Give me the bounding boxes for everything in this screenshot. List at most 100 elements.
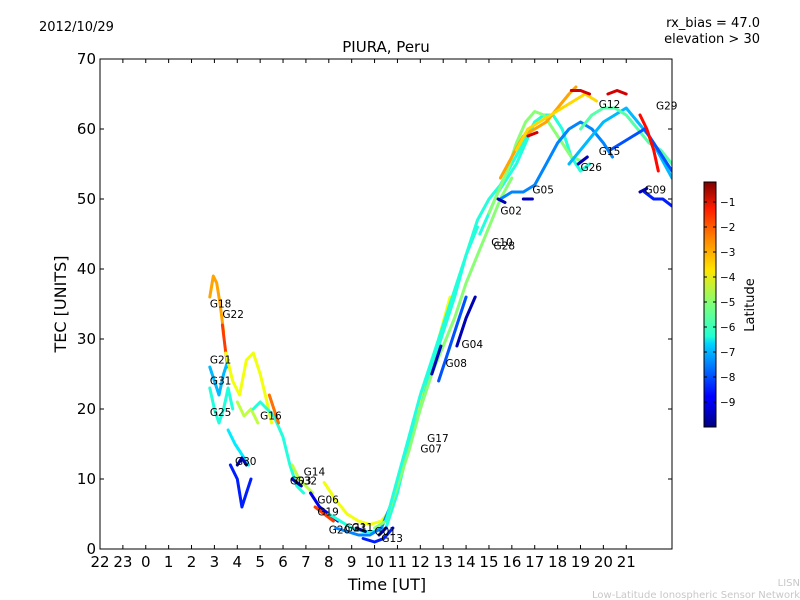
- tec-track-23: [437, 295, 468, 383]
- x-axis-ticks: 22 23 0 1 2 3 4 5 6 7 8 9 10 11 12 13 14 15 16 17 18 19 20 21: [90, 59, 636, 571]
- tec-track-21: [373, 176, 514, 530]
- satellite-label: G14: [304, 467, 326, 479]
- colorbar-tick-label: −4: [720, 272, 736, 284]
- satellite-label: G31: [210, 376, 232, 388]
- plot-frame: [99, 58, 673, 550]
- x-tick-label: 5: [255, 553, 265, 571]
- tec-track-9: [228, 463, 253, 509]
- x-tick-label: 11: [388, 553, 407, 571]
- elevation-label: elevation > 30: [664, 32, 760, 47]
- x-tick-label: 4: [233, 553, 243, 571]
- satellite-label: G03: [290, 476, 312, 488]
- y-tick-label: 20: [77, 400, 96, 418]
- satellite-label: G11: [352, 522, 374, 534]
- x-tick-label: 17: [525, 553, 544, 571]
- tec-track-8: [226, 428, 251, 467]
- tec-track-18: [361, 526, 395, 544]
- y-tick-label: 50: [77, 190, 96, 208]
- colorbar-tick-label: −5: [720, 297, 735, 309]
- tec-track-14: [313, 505, 335, 523]
- x-tick-label: 10: [365, 553, 384, 571]
- tec-track-7: [267, 393, 280, 425]
- y-axis-label: TEC [UNITS]: [51, 256, 70, 354]
- x-tick-label: 3: [210, 553, 220, 571]
- x-tick-label: 7: [301, 553, 311, 571]
- tec-track-37: [643, 190, 672, 208]
- satellite-label: G05: [532, 184, 554, 196]
- y-tick-label: 60: [77, 120, 96, 138]
- tec-track-25: [455, 295, 477, 348]
- satellite-label: G28: [494, 240, 516, 252]
- colorbar-tick-label: −3: [720, 247, 735, 259]
- tec-track-36: [638, 113, 660, 173]
- tec-tracks: [208, 85, 672, 544]
- tec-track-27: [487, 110, 582, 215]
- x-tick-label: 22: [90, 553, 109, 571]
- x-tick-label: 12: [411, 553, 430, 571]
- y-tick-label: 30: [77, 330, 96, 348]
- tec-track-20: [377, 526, 388, 537]
- satellite-label: G04: [462, 339, 484, 351]
- satellite-label: G20: [329, 525, 351, 537]
- tec-track-28: [498, 85, 578, 180]
- colorbar-tick-label: −1: [720, 197, 735, 209]
- x-axis-label: Time [UT]: [347, 575, 426, 594]
- satellite-label: G13: [381, 533, 403, 545]
- satellite-label: G15: [599, 146, 621, 158]
- satellite-label: G09: [645, 184, 667, 196]
- satellite-label: G10: [491, 237, 513, 249]
- tec-track-5: [235, 400, 260, 425]
- tec-track-39: [496, 197, 507, 204]
- x-tick-label: 14: [457, 553, 476, 571]
- colorbar-tick-label: −8: [720, 372, 735, 384]
- colorbar-tick-label: −9: [720, 397, 735, 409]
- y-tick-label: 70: [77, 50, 96, 68]
- tec-track-35: [608, 127, 672, 173]
- x-tick-label: 18: [548, 553, 567, 571]
- satellite-label: G12: [599, 99, 621, 111]
- satellite-label: G32: [296, 476, 318, 488]
- satellite-label: G01: [375, 526, 397, 538]
- satellite-label: G21: [210, 355, 232, 367]
- tec-track-22: [384, 120, 537, 523]
- x-tick-label: 9: [347, 553, 357, 571]
- tec-track-42: [638, 187, 649, 194]
- tec-track-12: [290, 477, 303, 488]
- tec-track-24: [430, 344, 443, 376]
- x-tick-label: 16: [502, 553, 521, 571]
- tec-track-11: [290, 463, 315, 495]
- tec-track-3: [208, 386, 235, 425]
- tec-track-40: [526, 131, 539, 138]
- satellite-label: G07: [420, 443, 442, 455]
- tec-track-4: [224, 351, 274, 425]
- tec-track-0: [208, 274, 226, 334]
- satellite-label: G29: [656, 100, 678, 112]
- satellite-label: G02: [500, 205, 522, 217]
- tec-track-16: [327, 225, 479, 533]
- credit-lisn: LISN: [778, 578, 800, 589]
- tec-track-31: [606, 89, 628, 96]
- chart-title: PIURA, Peru: [342, 38, 429, 56]
- satellite-label: G23: [345, 523, 367, 535]
- x-tick-label: 6: [278, 553, 288, 571]
- tec-track-15: [322, 295, 452, 526]
- tec-track-29: [514, 92, 598, 152]
- satellite-label: G22: [222, 309, 244, 321]
- x-tick-label: 8: [324, 553, 334, 571]
- tec-track-19: [354, 526, 367, 533]
- x-tick-label: 19: [571, 553, 590, 571]
- satellite-label: G25: [210, 407, 232, 419]
- satellite-label: G16: [260, 411, 282, 423]
- satellite-label: G08: [445, 358, 467, 370]
- y-tick-label: 0: [86, 540, 96, 558]
- satellite-label: G30: [235, 456, 257, 468]
- colorbar-tick-label: −7: [720, 347, 735, 359]
- satellite-label: G26: [580, 162, 602, 174]
- satellite-label: G19: [317, 506, 339, 518]
- x-tick-label: 2: [187, 553, 197, 571]
- date-label: 2012/10/29: [39, 20, 114, 35]
- colorbar-label: Latitude: [743, 278, 758, 332]
- x-tick-label: 13: [434, 553, 453, 571]
- y-tick-label: 40: [77, 260, 96, 278]
